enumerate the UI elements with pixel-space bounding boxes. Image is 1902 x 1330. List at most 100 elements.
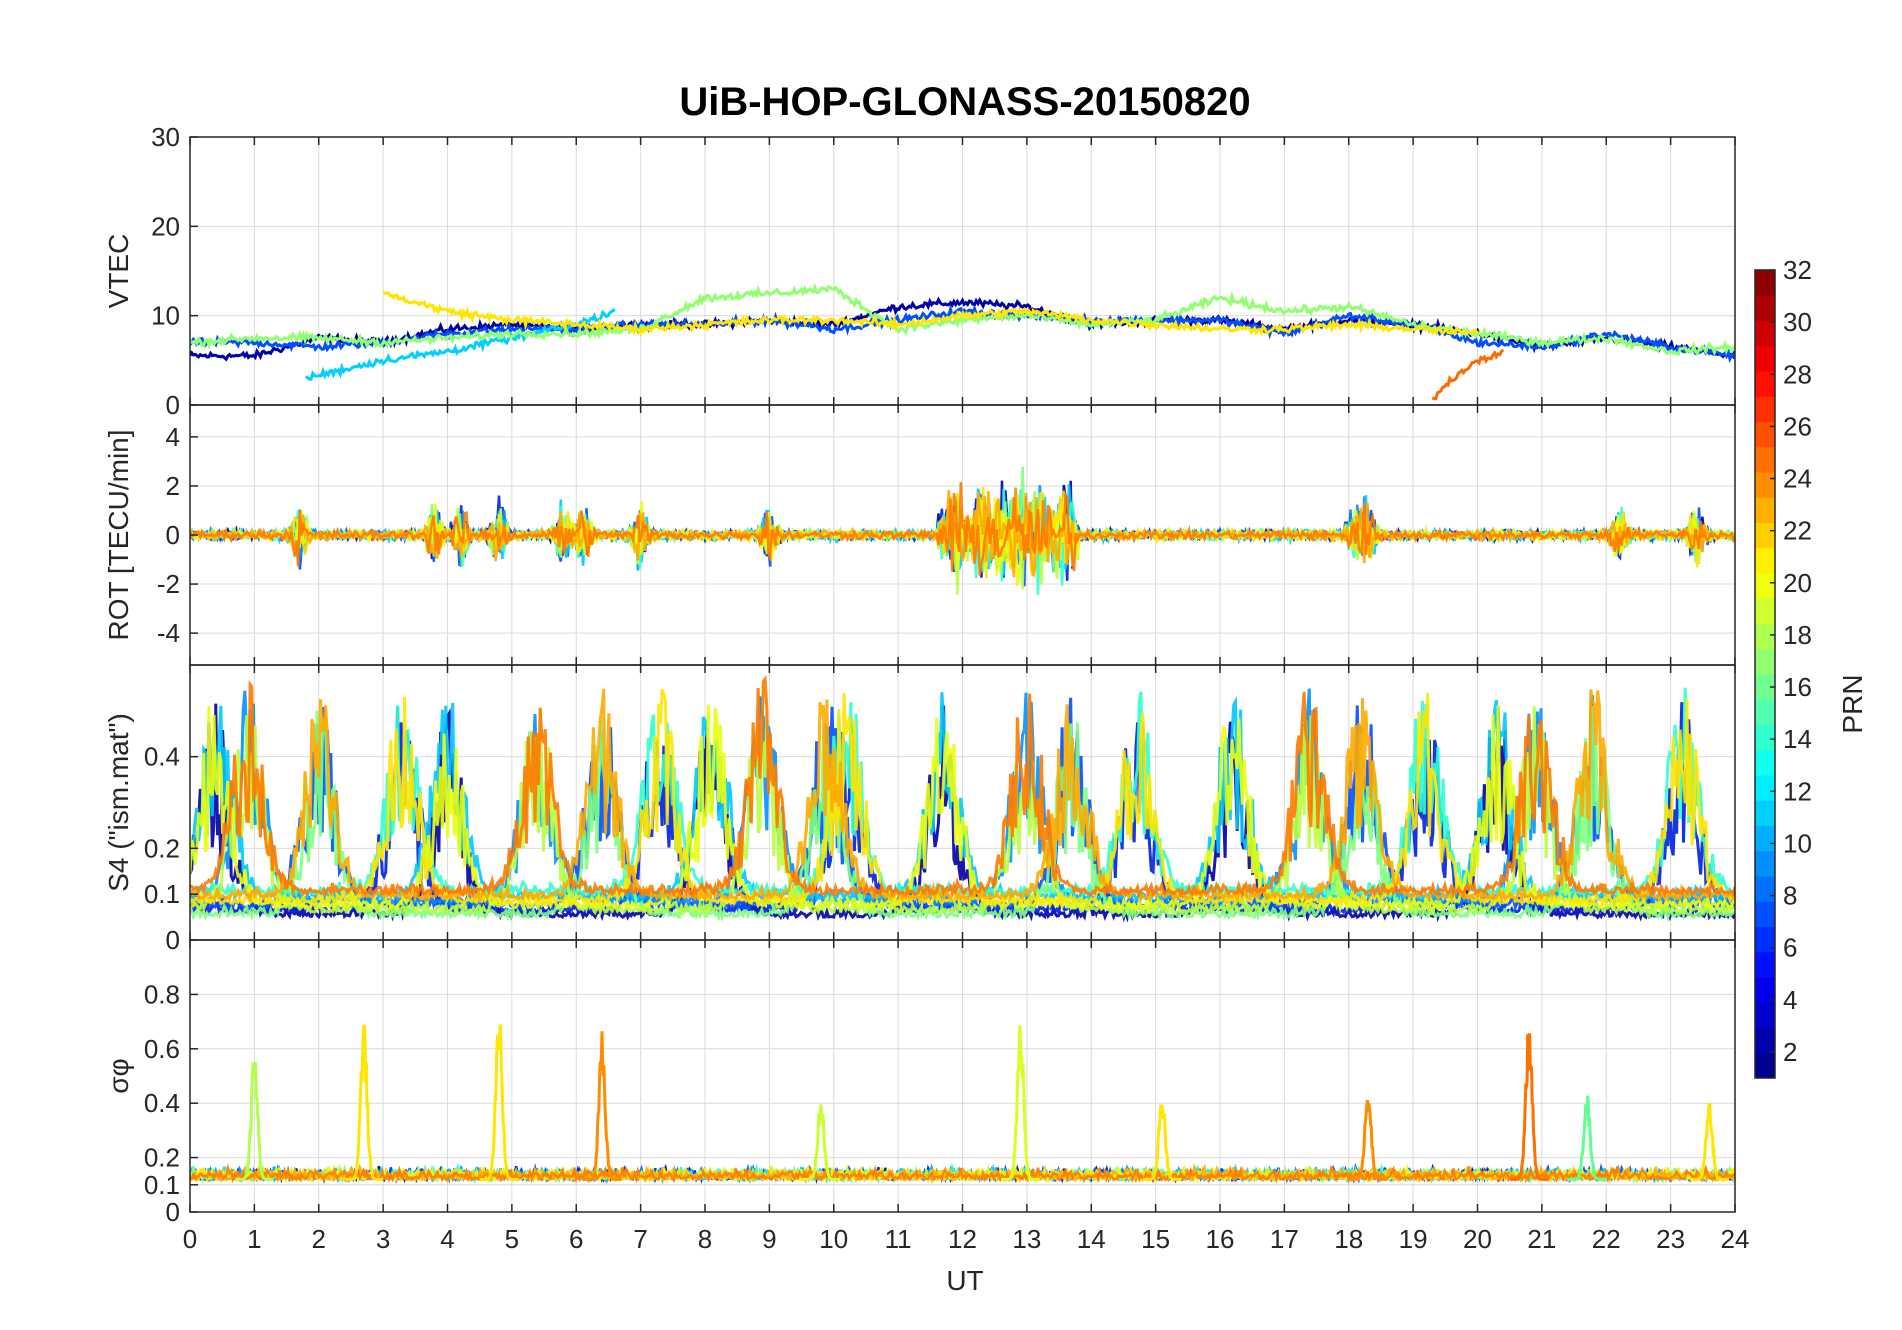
traces-vtec (190, 283, 1735, 401)
x-tick-label: 1 (247, 1224, 261, 1254)
colorbar-band (1755, 547, 1775, 574)
colorbar-band (1755, 1002, 1775, 1028)
x-ticks-sigma_phi (189, 940, 1736, 1212)
y-tick-label: 0.2 (144, 1143, 180, 1173)
sigma-peak-1 (344, 1024, 384, 1181)
x-ticks-s4 (189, 665, 1736, 940)
colorbar-band (1755, 674, 1775, 700)
x-tick-label: 6 (569, 1224, 583, 1254)
colorbar-tick-label: 4 (1783, 985, 1797, 1015)
x-tick-label: 11 (885, 1224, 912, 1254)
colorbar-band (1755, 724, 1775, 751)
colorbar-tick-label: 8 (1783, 881, 1797, 911)
panel-s4: 0 0.1 0.2 0.4 S4 ("ism.mat") (103, 664, 1736, 955)
y-tick-label: 0.6 (144, 1034, 180, 1064)
y-tick-label: 0.1 (144, 879, 180, 909)
colorbar-band (1755, 825, 1775, 852)
colorbar-frame (1754, 269, 1776, 1079)
vtec-trace-prn-12 (304, 308, 616, 381)
colorbar-tick-label: 18 (1783, 620, 1812, 650)
traces-s4 (190, 674, 1735, 923)
s4-trace-8 (190, 704, 1735, 914)
x-tick-label: 24 (1721, 1224, 1750, 1254)
sigma-trace-11 (190, 1163, 1735, 1185)
x-tick-label: 3 (376, 1224, 390, 1254)
colorbar-band (1755, 472, 1775, 498)
x-tick-label: 9 (762, 1224, 776, 1254)
y-ticks-sigma_phi: 00.10.2 0.4 0.6 0.8 (144, 979, 198, 1227)
x-axis-label: UT (946, 1265, 983, 1296)
colorbar-band (1755, 497, 1775, 523)
y-tick-label: 0.1 (144, 1170, 180, 1200)
colorbar-band (1755, 876, 1775, 902)
colorbar-tick-label: 26 (1783, 411, 1812, 441)
colorbar-band (1755, 977, 1775, 1003)
colorbar-band (1755, 371, 1775, 397)
x-tick-label: 16 (1206, 1224, 1235, 1254)
x-tick-label: 23 (1656, 1224, 1685, 1254)
x-tick-label: 7 (633, 1224, 647, 1254)
vtec-trace-prn-20 (382, 291, 1479, 337)
grid-vtec (189, 136, 1736, 406)
x-tick-label: 2 (312, 1224, 326, 1254)
rot-trace-11 (190, 482, 1735, 576)
colorbar-tick-label: 16 (1783, 672, 1812, 702)
y-ticks-s4: 0 0.1 0.2 0.4 (144, 742, 198, 955)
s4-trace-11 (190, 674, 1735, 900)
y-axis-label-s4: S4 ("ism.mat") (103, 713, 134, 892)
y-tick-label: 0.2 (144, 833, 180, 863)
colorbar-band (1755, 598, 1775, 624)
y-tick-label: 2 (166, 471, 180, 501)
colorbar-band (1755, 800, 1775, 826)
sigma-peak-8 (1509, 1033, 1549, 1181)
colorbar-band (1755, 573, 1775, 599)
colorbar-band (1755, 749, 1775, 776)
sigma-peak-6 (1142, 1104, 1182, 1181)
panel-rot: -4 -2 0 2 4 ROT [TECU/min] (103, 404, 1736, 666)
y-axis-label-rot: ROT [TECU/min] (103, 429, 134, 640)
colorbar-band (1755, 623, 1775, 650)
y-tick-label: 4 (166, 422, 180, 452)
y-tick-label: 0.8 (144, 979, 180, 1009)
y-tick-label: -4 (157, 618, 180, 648)
x-tick-label: 20 (1463, 1224, 1492, 1254)
colorbar-tick-label: 6 (1783, 933, 1797, 963)
panel-vtec: 0 10 20 30 VTEC (103, 122, 1736, 420)
x-tick-label: 8 (698, 1224, 712, 1254)
y-tick-label: 30 (151, 122, 180, 152)
y-tick-label: 20 (151, 211, 180, 241)
sigma-peak-5 (1001, 1025, 1040, 1181)
colorbar-tick-label: 20 (1783, 568, 1812, 598)
colorbar-band (1755, 850, 1775, 877)
colorbar-band (1755, 926, 1775, 953)
sigma-peak-10 (1689, 1102, 1729, 1181)
sigma-peak-9 (1567, 1095, 1607, 1181)
y-axis-label-vtec: VTEC (103, 234, 134, 309)
colorbar-band (1755, 648, 1775, 675)
colorbar-tick-label: 22 (1783, 516, 1812, 546)
colorbar-tick-label: 28 (1783, 359, 1812, 389)
y-tick-label: 0 (166, 925, 180, 955)
sigma-peak-0 (235, 1062, 274, 1181)
sigma-peak-3 (582, 1031, 622, 1181)
colorbar-band (1755, 446, 1775, 473)
colorbar-tick-label: 30 (1783, 307, 1812, 337)
x-tick-label: 12 (948, 1224, 977, 1254)
y-tick-label: 0 (166, 1197, 180, 1227)
y-tick-label: -2 (157, 569, 180, 599)
x-tick-label: 10 (819, 1224, 848, 1254)
y-ticks-vtec: 0 10 20 30 (151, 122, 198, 420)
x-tick-label: 0 (183, 1224, 197, 1254)
colorbar-band (1755, 522, 1775, 549)
colorbar-tick-label: 2 (1783, 1037, 1797, 1067)
x-tick-label: 22 (1592, 1224, 1621, 1254)
x-ticks-rot (189, 405, 1736, 665)
colorbar-tick-label: 10 (1783, 828, 1812, 858)
s4-trace-7 (190, 706, 1735, 918)
sigma-peak-4 (801, 1104, 841, 1181)
y-ticks-rot: -4 -2 0 2 4 (157, 422, 198, 648)
colorbar-band (1755, 1027, 1775, 1054)
y-tick-label: 0.4 (144, 1088, 180, 1118)
